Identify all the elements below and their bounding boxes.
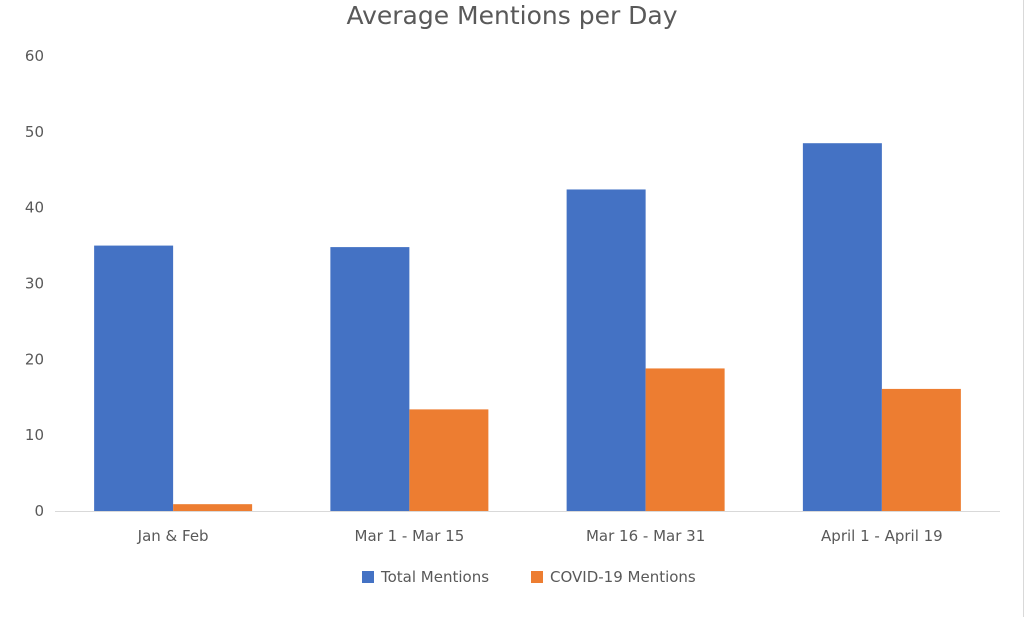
x-axis: Jan & Feb Mar 1 - Mar 15 Mar 16 - Mar 31 Ap… [55,511,1000,545]
x-tick-label: Mar 16 - Mar 31 [586,527,705,545]
bar-covid-19-mentions [173,504,253,511]
bar-covid-19-mentions [881,388,961,511]
legend: Total Mentions COVID-19 Mentions [362,568,696,586]
bars-group [94,143,961,512]
x-tick-label: April 1 - April 19 [821,527,943,545]
x-tick-label: Mar 1 - Mar 15 [355,527,465,545]
bar-total-mentions [566,189,646,511]
chart-title: Average Mentions per Day [346,1,677,30]
y-tick-label: 50 [25,123,44,141]
x-tick-label: Jan & Feb [137,527,209,545]
bar-covid-19-mentions [409,409,489,511]
y-tick-label: 60 [25,47,44,65]
legend-swatch [531,571,543,583]
bar-total-mentions [94,245,174,512]
legend-swatch [362,571,374,583]
bar-total-mentions [330,247,410,511]
y-tick-label: 0 [34,502,44,520]
legend-label: Total Mentions [380,568,489,586]
y-axis: 0 10 20 30 40 50 60 [25,47,44,520]
y-tick-label: 20 [25,350,44,368]
legend-label: COVID-19 Mentions [550,568,696,586]
y-tick-label: 10 [25,426,44,444]
y-tick-label: 30 [25,275,44,293]
bar-covid-19-mentions [645,368,725,511]
y-tick-label: 40 [25,199,44,217]
bar-total-mentions [802,143,882,512]
